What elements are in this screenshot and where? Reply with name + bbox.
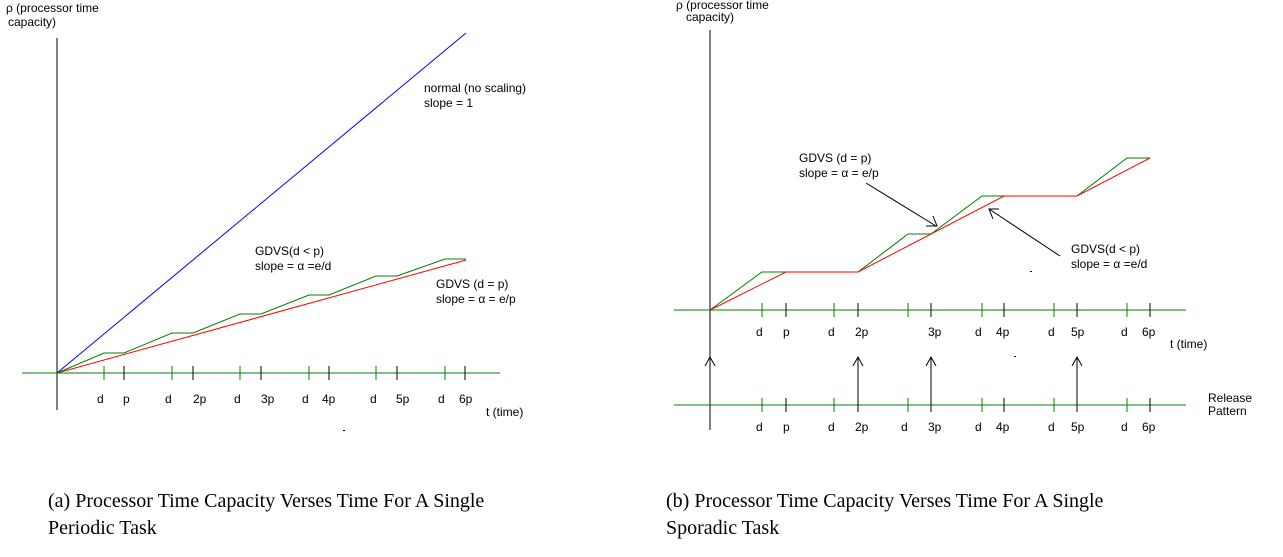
panel-b-pointer-arrow-deqp bbox=[865, 182, 938, 227]
panel-a-normal-label: normal (no scaling) bbox=[424, 81, 526, 95]
panel-b-tick-labels: d p d 2p 3p d 4p d 5p d 6p bbox=[756, 325, 1156, 339]
caption-b: (b) Processor Time Capacity Verses Time … bbox=[666, 488, 1276, 542]
panel-a-ticks bbox=[103, 366, 466, 380]
panel-a: d p d 2p d 3p d 4p d 5p d 6p ρ (processo… bbox=[6, 1, 526, 431]
tick-label: d bbox=[828, 325, 835, 339]
panel-b-pointer-arrow-dltp bbox=[988, 208, 1061, 257]
panel-b-release-tick-labels: d p d 2p d 3p d 4p d 5p d 6p bbox=[756, 420, 1156, 434]
tick-label: 6p bbox=[459, 392, 473, 406]
panel-b-gdvs-dltp-slope: slope = α =e/d bbox=[1071, 257, 1147, 271]
tick-label: d bbox=[756, 325, 763, 339]
tick-label: 4p bbox=[996, 325, 1010, 339]
tick-label: d bbox=[438, 392, 445, 406]
tick-label: p bbox=[123, 392, 130, 406]
panel-b-gdvs-deqp-label: GDVS (d = p) bbox=[799, 151, 871, 165]
panel-a-gdvs-dltp-label: GDVS(d < p) bbox=[255, 244, 324, 258]
tick-label: 6p bbox=[1142, 420, 1156, 434]
caption-b-line1: (b) Processor Time Capacity Verses Time … bbox=[666, 490, 1104, 512]
tick-label: d bbox=[975, 420, 982, 434]
tick-label: 5p bbox=[1071, 420, 1085, 434]
panel-b-y-axis-label-line1: ρ (processor time bbox=[676, 0, 769, 12]
tick-label: d bbox=[901, 420, 908, 434]
panel-a-stray-dot bbox=[343, 430, 345, 431]
tick-label: d bbox=[234, 392, 241, 406]
tick-label: d bbox=[1048, 420, 1055, 434]
tick-label: d bbox=[975, 325, 982, 339]
tick-label: d bbox=[1048, 325, 1055, 339]
panel-a-gdvs-deqp-slope: slope = α = e/p bbox=[436, 292, 516, 306]
tick-label: 3p bbox=[928, 420, 942, 434]
tick-label: 6p bbox=[1142, 325, 1156, 339]
panel-b-ticks bbox=[761, 303, 1151, 317]
panel-a-x-axis-label: t (time) bbox=[486, 405, 523, 419]
panel-a-y-axis-label-line1: ρ (processor time bbox=[6, 1, 99, 15]
caption-a: (a) Processor Time Capacity Verses Time … bbox=[48, 488, 648, 542]
tick-label: d bbox=[370, 392, 377, 406]
panel-b-x-axis-label: t (time) bbox=[1170, 337, 1207, 351]
panel-a-gdvs-deqp-label: GDVS (d = p) bbox=[436, 277, 508, 291]
tick-label: 2p bbox=[855, 325, 869, 339]
tick-label: d bbox=[1121, 420, 1128, 434]
caption-b-line2: Sporadic Task bbox=[666, 517, 780, 539]
tick-label: 5p bbox=[1071, 325, 1085, 339]
panel-b-y-axis-label-line2: capacity) bbox=[686, 10, 734, 24]
caption-a-line2: Periodic Task bbox=[48, 517, 157, 539]
panel-a-y-axis-label-line2: capacity) bbox=[8, 15, 56, 29]
panel-b-gdvs-dltp-label: GDVS(d < p) bbox=[1071, 242, 1140, 256]
tick-label: d bbox=[756, 420, 763, 434]
panel-b-release-ticks bbox=[761, 398, 1151, 412]
tick-label: 3p bbox=[261, 392, 275, 406]
tick-label: 5p bbox=[396, 392, 410, 406]
tick-label: p bbox=[783, 325, 790, 339]
tick-label: d bbox=[1121, 325, 1128, 339]
panel-a-normal-slope: slope = 1 bbox=[424, 96, 473, 110]
panel-a-gdvs-dltp-slope: slope = α =e/d bbox=[255, 259, 331, 273]
tick-label: 3p bbox=[928, 325, 942, 339]
tick-label: d bbox=[828, 420, 835, 434]
panel-b-release-label-line1: Release bbox=[1208, 391, 1252, 405]
tick-label: d bbox=[165, 392, 172, 406]
panel-b-release-label-line2: Pattern bbox=[1208, 404, 1247, 418]
panel-a-gdvs-dltp-line bbox=[56, 258, 466, 374]
tick-label: 2p bbox=[855, 420, 869, 434]
tick-label: d bbox=[302, 392, 309, 406]
tick-label: 2p bbox=[193, 392, 207, 406]
panel-b-gdvs-deqp-line bbox=[709, 157, 1151, 311]
panel-a-gdvs-deqp-line bbox=[56, 259, 467, 374]
tick-label: 4p bbox=[996, 420, 1010, 434]
panel-a-normal-line bbox=[56, 32, 467, 374]
panel-b: d p d 2p 3p d 4p d 5p d 6p ρ (processor … bbox=[674, 0, 1252, 434]
panel-b-gdvs-deqp-slope: slope = α = e/p bbox=[799, 166, 879, 180]
panel-b-stray-dot bbox=[1014, 356, 1016, 357]
panel-b-release-arrows bbox=[704, 355, 1083, 405]
tick-label: 4p bbox=[322, 392, 336, 406]
caption-a-line1: (a) Processor Time Capacity Verses Time … bbox=[48, 490, 485, 512]
tick-label: d bbox=[97, 392, 104, 406]
panel-a-tick-labels: d p d 2p d 3p d 4p d 5p d 6p bbox=[97, 392, 473, 406]
panel-b-stray-dot bbox=[1030, 271, 1032, 272]
tick-label: p bbox=[783, 420, 790, 434]
